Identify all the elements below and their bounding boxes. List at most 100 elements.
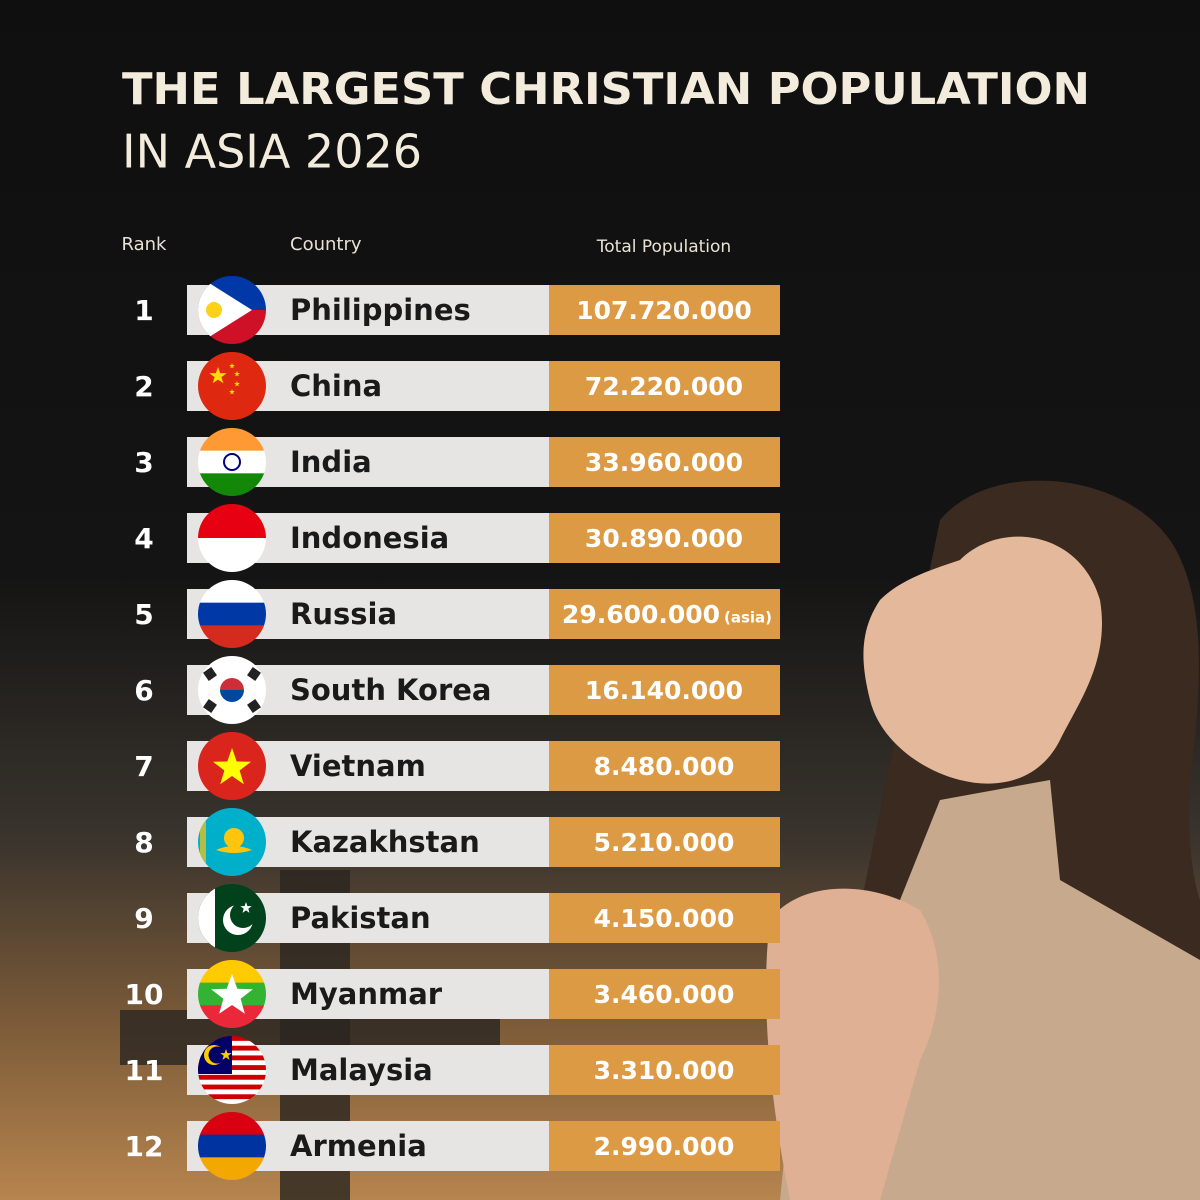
title: THE LARGEST CHRISTIAN POPULATION <box>122 64 1090 115</box>
country-name: Kazakhstan <box>290 825 480 859</box>
flag-trigram <box>203 699 217 713</box>
flag-trigram <box>247 667 261 681</box>
rank: 12 <box>125 1130 164 1163</box>
population-cell <box>549 513 780 563</box>
flag-stripe <box>198 473 266 496</box>
flag-star <box>209 367 227 384</box>
rank: 9 <box>134 902 153 935</box>
flag <box>198 428 266 496</box>
population-value: 2.990.000 <box>594 1132 735 1161</box>
face <box>863 536 1102 784</box>
population-cell <box>549 817 780 867</box>
table-row: 6 South Korea 16.140.000 <box>134 656 780 724</box>
flag-crescent-cut <box>230 902 256 928</box>
flag-stripe <box>198 1079 266 1086</box>
population-value: 30.890.000 <box>585 524 743 553</box>
rank: 1 <box>134 294 153 327</box>
flag-stripe <box>198 428 266 452</box>
flag <box>198 808 266 876</box>
country-name: Philippines <box>290 293 471 327</box>
flag-stripe <box>198 1084 266 1090</box>
table-row: 12 Armenia 2.990.000 <box>125 1112 780 1180</box>
country-name: China <box>290 369 382 403</box>
table-row: 7 Vietnam 8.480.000 <box>134 732 780 800</box>
flag-stripe <box>198 1112 266 1136</box>
table-row: 1 Philippines 107.720.000 <box>134 276 780 344</box>
table-row: 10 Myanmar 3.460.000 <box>125 960 780 1028</box>
country-name: Russia <box>290 597 397 631</box>
flag-star <box>229 363 235 369</box>
population-value: 5.210.000 <box>594 828 735 857</box>
country-name: Myanmar <box>290 977 443 1011</box>
flag-triangle <box>198 276 252 344</box>
population-cell <box>549 285 780 335</box>
column-header: Rank <box>122 234 168 255</box>
flag-stripe <box>198 1099 266 1104</box>
flag-star <box>240 902 252 913</box>
country-name: Vietnam <box>290 749 426 783</box>
table-rows: 1 Philippines 107.720.000 2 China 72.220.000 3… <box>125 276 780 1180</box>
rank: 8 <box>134 826 153 859</box>
flag-eagle <box>216 846 252 853</box>
flag-sun <box>224 828 244 848</box>
flag-star <box>213 748 251 785</box>
table-row: 11 Malaysia 3.310.000 <box>125 1036 780 1104</box>
flag-stripe <box>198 1089 266 1095</box>
flag-crescent-cut <box>208 1046 226 1064</box>
country-name: Indonesia <box>290 521 449 555</box>
country-name: Pakistan <box>290 901 431 935</box>
flag-stripe <box>198 1134 266 1158</box>
population-value: 33.960.000 <box>585 448 743 477</box>
rank: 5 <box>134 598 153 631</box>
flag-stripe <box>198 1157 266 1180</box>
flag-stripe <box>198 450 266 474</box>
subtitle: IN ASIA 2026 <box>122 125 422 179</box>
flag-trigram <box>203 667 217 681</box>
flag-wheel <box>223 453 241 471</box>
flag-star <box>234 371 240 377</box>
flag-stripe <box>198 1074 266 1081</box>
population-cell <box>549 361 780 411</box>
flag <box>198 656 266 724</box>
woman-figure <box>766 480 1200 1200</box>
population-value: 29.600.000 <box>562 600 720 629</box>
population-note: (asia) <box>724 609 772 627</box>
table-row: 3 India 33.960.000 <box>134 428 780 496</box>
flag <box>198 276 266 344</box>
flag-stripe <box>198 580 266 604</box>
flag-stripe <box>198 602 266 626</box>
rank: 4 <box>134 522 153 555</box>
table-row: 9 Pakistan 4.150.000 <box>134 884 780 952</box>
flag-stripe <box>198 625 266 648</box>
population-value: 3.460.000 <box>594 980 735 1009</box>
population-cell <box>549 437 780 487</box>
flag-sun <box>206 302 222 318</box>
rank: 6 <box>134 674 153 707</box>
flag <box>198 504 266 572</box>
table-row: 4 Indonesia 30.890.000 <box>134 504 780 572</box>
population-cell <box>549 893 780 943</box>
population-cell <box>549 665 780 715</box>
population-cell <box>549 741 780 791</box>
flag <box>198 1036 266 1104</box>
hands <box>766 888 939 1200</box>
population-cell <box>549 969 780 1019</box>
table-row: 2 China 72.220.000 <box>134 352 780 420</box>
population-value: 107.720.000 <box>576 296 752 325</box>
flag-star <box>234 381 240 387</box>
column-header: Total Population <box>596 237 731 257</box>
flag-stripe <box>198 1005 266 1028</box>
flag-yang <box>220 690 244 702</box>
rank: 10 <box>125 978 164 1011</box>
flag-star <box>211 974 253 1014</box>
flag <box>198 884 266 952</box>
rank: 11 <box>125 1054 164 1087</box>
table-row: 8 Kazakhstan 5.210.000 <box>134 808 780 876</box>
flag <box>198 580 266 648</box>
flag <box>198 960 266 1028</box>
flag <box>198 352 266 420</box>
rank: 3 <box>134 446 153 479</box>
